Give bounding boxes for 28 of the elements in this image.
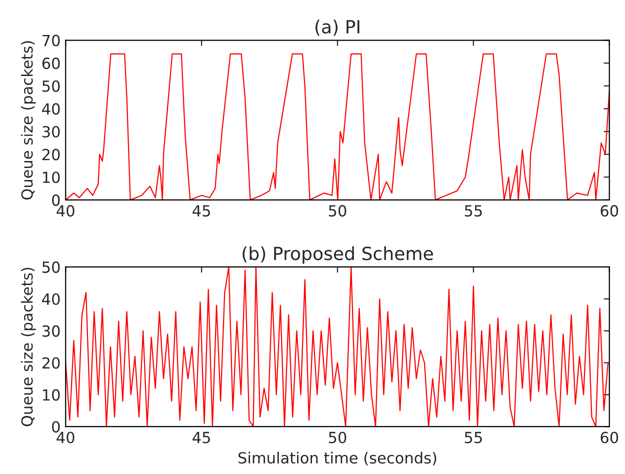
y-tick-label: 30 [42,126,60,138]
x-tick-label: 50 [328,432,346,444]
y-tick-label: 0 [52,194,60,206]
y-axis-title: Queue size (packets) [20,41,36,200]
y-tick-label: 60 [42,58,60,70]
line-series [66,266,609,427]
x-tick-label: 50 [328,205,346,217]
x-tick-label: 60 [600,432,618,444]
y-tick-label: 0 [52,421,60,433]
x-tick-label: 60 [600,205,618,217]
y-tick-label: 40 [42,103,60,115]
chart-title: (a) PI [316,20,360,36]
y-tick-label: 70 [42,34,60,46]
chart-title: (b) Proposed Scheme [242,246,433,264]
y-tick-label: 30 [42,325,60,337]
y-tick-label: 40 [42,293,60,305]
x-tick-label: 45 [192,432,210,444]
y-axis-title: Queue size (packets) [20,268,36,426]
y-tick-label: 50 [42,80,60,92]
x-tick-label: 45 [192,205,210,217]
y-tick-label: 50 [42,261,60,273]
x-tick-label: 55 [464,205,482,217]
x-tick-label: 55 [464,432,482,444]
y-tick-label: 10 [43,389,60,401]
y-tick-label: 10 [43,172,60,184]
y-tick-label: 20 [42,357,60,369]
x-axis-title: Simulation time (seconds) [238,452,436,466]
y-tick-label: 20 [42,148,60,160]
